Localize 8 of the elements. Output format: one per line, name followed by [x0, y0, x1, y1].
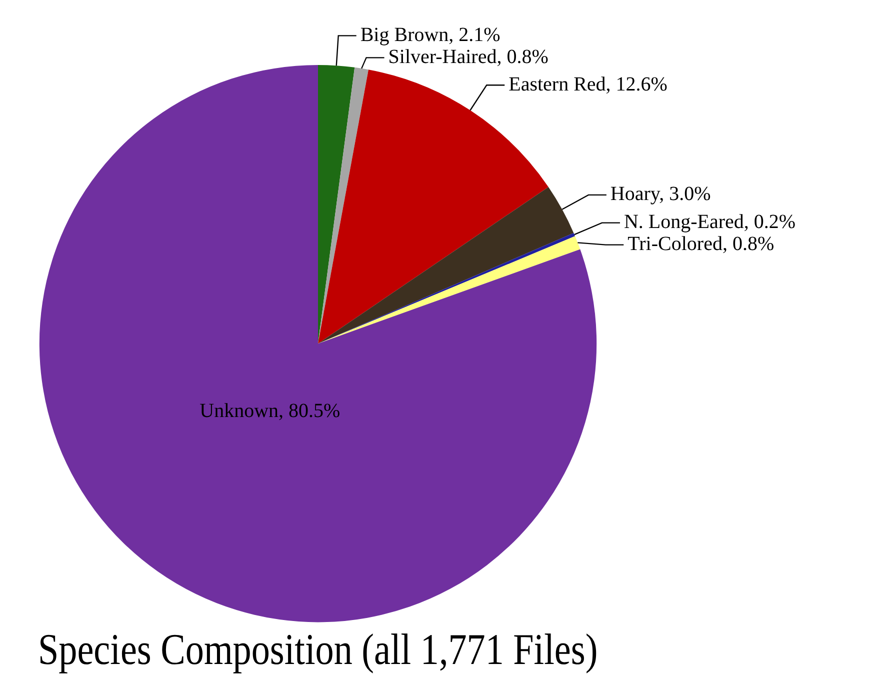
slice-label: Silver-Haired, 0.8% [388, 46, 548, 68]
slice-label: Unknown, 80.5% [200, 400, 340, 422]
slice-label: Hoary, 3.0% [610, 183, 711, 206]
slice-label: Tri-Colored, 0.8% [628, 233, 774, 256]
slice-label: Eastern Red, 12.6% [508, 73, 668, 96]
slice-label: N. Long-Eared, 0.2% [624, 211, 796, 234]
slice-label: Big Brown, 2.1% [360, 24, 500, 46]
text: Species Composition (all 1,771 Files) [38, 625, 598, 674]
